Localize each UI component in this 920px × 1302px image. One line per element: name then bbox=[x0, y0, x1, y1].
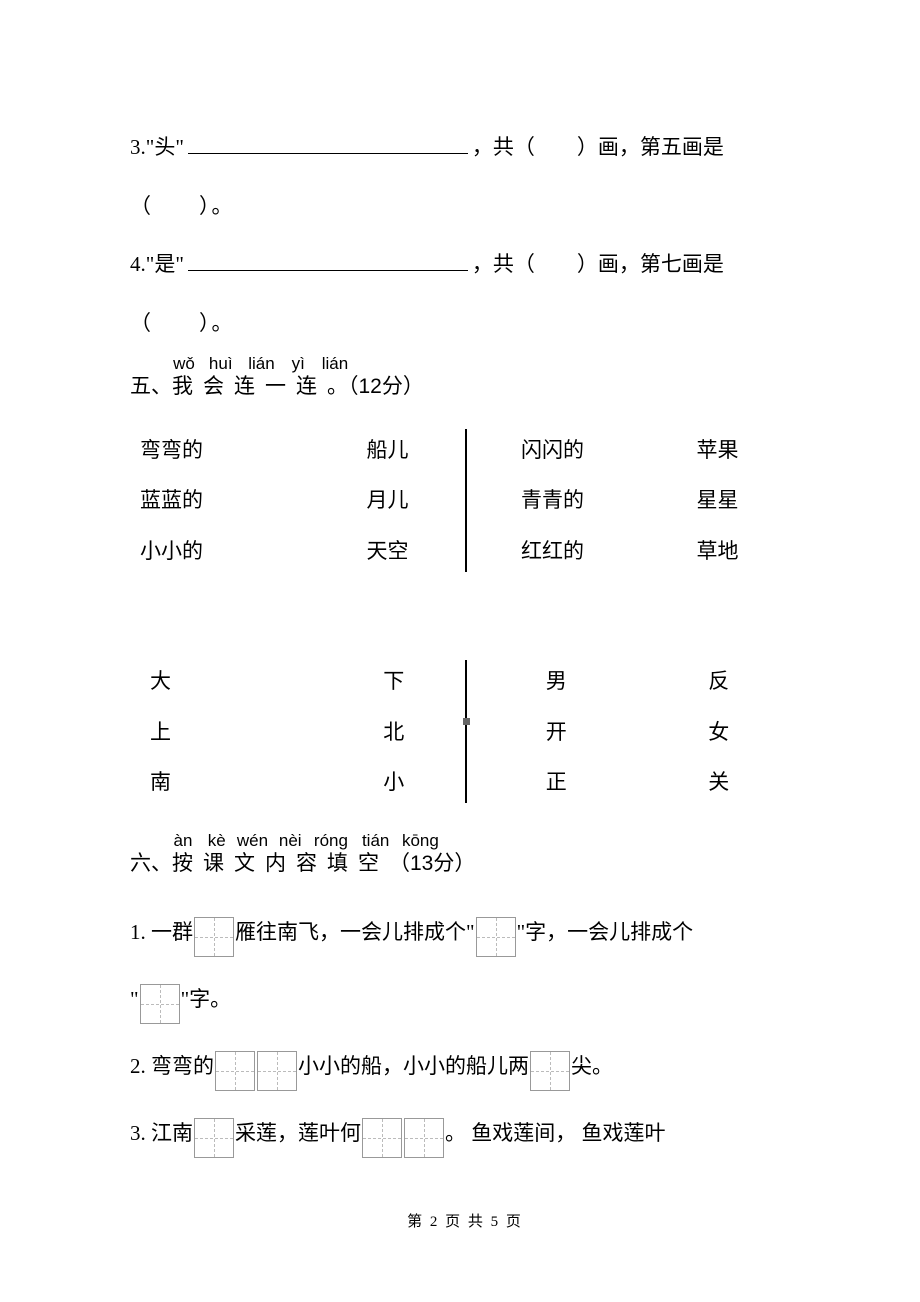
match-cell: 小 bbox=[313, 757, 476, 807]
match-cell: 红红的 bbox=[470, 526, 635, 576]
q63-mid2: 。 鱼戏莲间， 鱼戏莲叶 bbox=[445, 1121, 666, 1145]
q4-underline-blank[interactable] bbox=[188, 250, 468, 271]
q4-char: 是 bbox=[154, 252, 175, 276]
fill-question-3: 3. 江南 采莲，莲叶何 。 鱼戏莲间， 鱼戏莲叶 bbox=[130, 1103, 800, 1164]
pinyin-ke: kè bbox=[203, 819, 231, 863]
tianzi-grid[interactable] bbox=[215, 1051, 255, 1091]
q62-mid1: 小小的船，小小的船儿两 bbox=[298, 1054, 529, 1078]
page-footer: 第 2 页 共 5 页 bbox=[130, 1203, 800, 1242]
match-cell: 开 bbox=[475, 707, 638, 757]
question-4-line1: 4."是"，共（ ）画，第七画是 bbox=[130, 237, 800, 292]
q61-l2-close: "字。 bbox=[181, 987, 232, 1011]
question-3-line1: 3."头"，共（ ）画，第五画是 bbox=[130, 120, 800, 175]
match-cell: 大 bbox=[130, 656, 313, 706]
match-cell: 苹果 bbox=[635, 425, 800, 475]
pinyin-hui: huì bbox=[205, 342, 237, 386]
section-5-prefix: 五、 bbox=[130, 375, 172, 398]
pinyin-wen: wén bbox=[235, 819, 269, 863]
tianzi-grid[interactable] bbox=[362, 1118, 402, 1158]
q61-prefix: 1. 一群 bbox=[130, 920, 193, 944]
q3-paren-blank[interactable]: （ ）。 bbox=[130, 194, 235, 218]
q3-text-after: ，共（ ）画，第五画是 bbox=[472, 135, 724, 159]
q4-quote-close: " bbox=[175, 252, 184, 276]
q63-mid1: 采莲，莲叶何 bbox=[235, 1121, 361, 1145]
q63-prefix: 3. 江南 bbox=[130, 1121, 193, 1145]
pinyin-lian: lián bbox=[241, 342, 281, 386]
pinyin-lian2: lián bbox=[315, 342, 355, 386]
tianzi-grid[interactable] bbox=[476, 917, 516, 957]
pinyin-kong: kōng bbox=[400, 819, 440, 863]
pinyin-wo: wǒ bbox=[168, 342, 200, 386]
match-cell: 上 bbox=[130, 707, 313, 757]
q62-suffix: 尖。 bbox=[571, 1054, 613, 1078]
tianzi-grid[interactable] bbox=[194, 917, 234, 957]
match-cell: 南 bbox=[130, 757, 313, 807]
tianzi-grid[interactable] bbox=[194, 1118, 234, 1158]
q62-prefix: 2. 弯弯的 bbox=[130, 1054, 214, 1078]
q4-prefix: 4. bbox=[130, 252, 146, 276]
tianzi-grid[interactable] bbox=[530, 1051, 570, 1091]
section-5-pinyin: wǒ huì lián yì lián bbox=[168, 342, 355, 386]
q3-prefix: 3. bbox=[130, 135, 146, 159]
match-cell: 关 bbox=[638, 757, 801, 807]
tianzi-grid[interactable] bbox=[140, 984, 180, 1024]
tianzi-grid[interactable] bbox=[257, 1051, 297, 1091]
fill-question-2: 2. 弯弯的 小小的船，小小的船儿两 尖。 bbox=[130, 1036, 800, 1097]
page-container: 3."头"，共（ ）画，第五画是 （ ）。 4."是"，共（ ）画，第七画是 （… bbox=[0, 0, 920, 1302]
match-cell: 闪闪的 bbox=[470, 425, 635, 475]
q61-mid2: "字，一会儿排成个 bbox=[517, 920, 694, 944]
match-cell: 船儿 bbox=[305, 425, 470, 475]
q3-char: 头 bbox=[154, 135, 175, 159]
match-cell: 下 bbox=[313, 656, 476, 706]
q3-quote-close: " bbox=[175, 135, 184, 159]
divider-line bbox=[465, 429, 467, 572]
fill-question-1: 1. 一群 雁往南飞，一会儿排成个" "字，一会儿排成个 bbox=[130, 902, 800, 963]
match-cell: 蓝蓝的 bbox=[130, 475, 305, 525]
match-cell: 男 bbox=[475, 656, 638, 706]
footer-text: 第 2 页 共 5 页 bbox=[407, 1214, 523, 1230]
match-cell: 北 bbox=[313, 707, 476, 757]
fill-question-1-line2: " "字。 bbox=[130, 969, 800, 1030]
divider-line bbox=[465, 660, 467, 803]
match-cell: 小小的 bbox=[130, 526, 305, 576]
section-6-heading: àn kè wén nèi róng tián kōng 六、按课文内容填空（1… bbox=[130, 837, 800, 892]
square-marker-icon bbox=[463, 718, 470, 725]
pinyin-nei: nèi bbox=[274, 819, 306, 863]
match-cell: 天空 bbox=[305, 526, 470, 576]
match-table-2: 大 下 男 反 上 北 开 女 南 小 正 关 bbox=[130, 656, 800, 807]
q61-l2-open: " bbox=[130, 987, 139, 1011]
spacer bbox=[130, 606, 800, 646]
pinyin-rong: róng bbox=[311, 819, 351, 863]
match-cell: 女 bbox=[638, 707, 801, 757]
tianzi-grid[interactable] bbox=[404, 1118, 444, 1158]
section-5-heading: wǒ huì lián yì lián 五、我会连一连。（12分） bbox=[130, 360, 800, 415]
pinyin-an: àn bbox=[168, 819, 198, 863]
q3-underline-blank[interactable] bbox=[188, 133, 468, 154]
section-6-prefix: 六、 bbox=[130, 852, 172, 875]
match-cell: 弯弯的 bbox=[130, 425, 305, 475]
match-cell: 星星 bbox=[635, 475, 800, 525]
match-cell: 正 bbox=[475, 757, 638, 807]
section-6-pinyin: àn kè wén nèi róng tián kōng bbox=[168, 819, 440, 863]
match-cell: 青青的 bbox=[470, 475, 635, 525]
pinyin-yi: yì bbox=[286, 342, 310, 386]
pinyin-tian: tián bbox=[356, 819, 396, 863]
match-cell: 反 bbox=[638, 656, 801, 706]
q61-mid1: 雁往南飞，一会儿排成个" bbox=[235, 920, 475, 944]
match-table-1: 弯弯的 船儿 闪闪的 苹果 蓝蓝的 月儿 青青的 星星 小小的 天空 红红的 草… bbox=[130, 425, 800, 576]
match-cell: 月儿 bbox=[305, 475, 470, 525]
q4-paren-blank[interactable]: （ ）。 bbox=[130, 311, 235, 335]
match-cell: 草地 bbox=[635, 526, 800, 576]
question-3-line2: （ ）。 bbox=[130, 179, 800, 234]
q4-text-after: ，共（ ）画，第七画是 bbox=[472, 252, 724, 276]
